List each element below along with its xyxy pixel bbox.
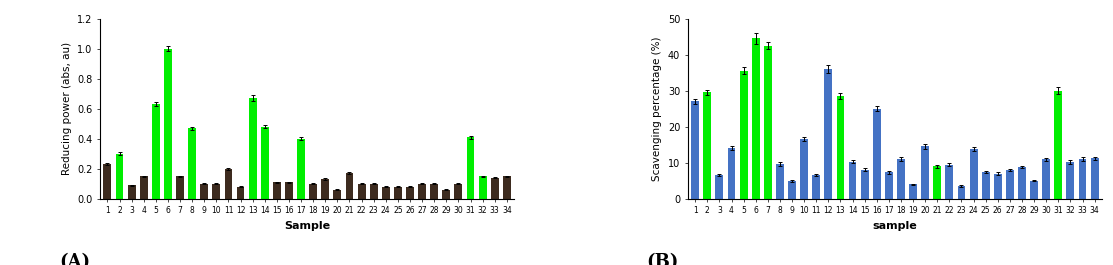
- Bar: [418, 184, 426, 199]
- Bar: [442, 190, 451, 199]
- X-axis label: Sample: Sample: [284, 221, 331, 231]
- X-axis label: sample: sample: [873, 221, 917, 231]
- Text: (A): (A): [59, 253, 90, 265]
- Bar: [116, 154, 124, 199]
- Bar: [860, 170, 868, 199]
- Bar: [1006, 170, 1014, 199]
- Bar: [273, 182, 280, 199]
- Bar: [716, 175, 723, 199]
- Bar: [969, 149, 977, 199]
- Bar: [431, 184, 439, 199]
- Bar: [1054, 91, 1062, 199]
- Text: (B): (B): [647, 253, 679, 265]
- Bar: [934, 166, 942, 199]
- Bar: [909, 184, 917, 199]
- Bar: [479, 176, 486, 199]
- Y-axis label: Reducing power (abs, au): Reducing power (abs, au): [61, 42, 71, 175]
- Bar: [322, 179, 329, 199]
- Bar: [848, 162, 857, 199]
- Bar: [703, 92, 711, 199]
- Bar: [357, 184, 365, 199]
- Bar: [140, 176, 148, 199]
- Bar: [825, 69, 833, 199]
- Bar: [728, 148, 736, 199]
- Bar: [897, 159, 905, 199]
- Bar: [1078, 159, 1086, 199]
- Bar: [188, 128, 196, 199]
- Bar: [104, 164, 111, 199]
- Bar: [248, 98, 257, 199]
- Bar: [873, 109, 880, 199]
- Bar: [837, 96, 845, 199]
- Bar: [345, 173, 354, 199]
- Bar: [297, 139, 305, 199]
- Bar: [491, 178, 499, 199]
- Bar: [151, 104, 160, 199]
- Bar: [691, 101, 699, 199]
- Bar: [382, 187, 390, 199]
- Bar: [1018, 167, 1026, 199]
- Bar: [1031, 181, 1038, 199]
- Bar: [260, 127, 268, 199]
- Bar: [945, 165, 954, 199]
- Bar: [454, 184, 462, 199]
- Bar: [334, 190, 342, 199]
- Bar: [285, 182, 293, 199]
- Bar: [776, 164, 784, 199]
- Bar: [1091, 158, 1099, 199]
- Bar: [922, 147, 929, 199]
- Bar: [885, 173, 893, 199]
- Bar: [213, 184, 220, 199]
- Bar: [788, 181, 796, 199]
- Bar: [982, 172, 989, 199]
- Bar: [764, 46, 771, 199]
- Bar: [309, 184, 317, 199]
- Bar: [503, 176, 511, 199]
- Bar: [1066, 162, 1074, 199]
- Bar: [466, 137, 474, 199]
- Bar: [800, 139, 808, 199]
- Bar: [200, 184, 208, 199]
- Bar: [1042, 159, 1051, 199]
- Bar: [237, 187, 245, 199]
- Bar: [406, 187, 414, 199]
- Bar: [740, 71, 748, 199]
- Bar: [994, 174, 1002, 199]
- Bar: [128, 185, 136, 199]
- Y-axis label: Scavenging percentage (%): Scavenging percentage (%): [652, 36, 662, 181]
- Bar: [957, 186, 965, 199]
- Bar: [812, 175, 820, 199]
- Bar: [394, 187, 402, 199]
- Bar: [370, 184, 377, 199]
- Bar: [225, 169, 233, 199]
- Bar: [176, 176, 184, 199]
- Bar: [751, 38, 760, 199]
- Bar: [164, 48, 171, 199]
